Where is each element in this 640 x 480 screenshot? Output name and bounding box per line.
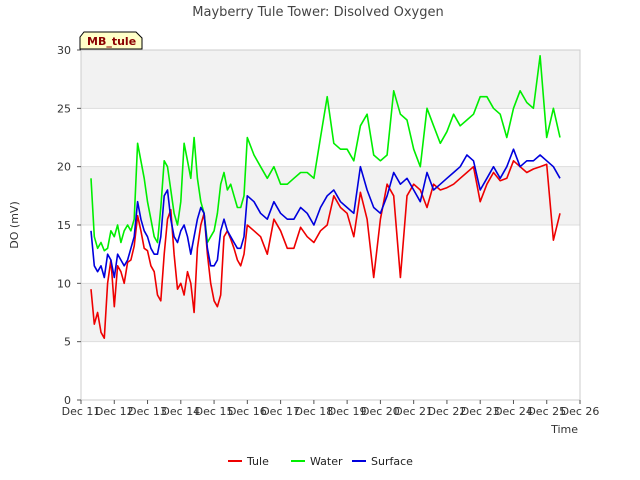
x-tick-label: Dec 12: [95, 405, 134, 418]
plot-band: [81, 341, 580, 400]
plot-band: [81, 50, 580, 109]
plot-band: [81, 166, 580, 225]
x-tick-label: Dec 24: [494, 405, 533, 418]
x-tick-label: Dec 21: [394, 405, 433, 418]
x-tick-label: Dec 19: [328, 405, 367, 418]
site-badge: MB_tule: [79, 31, 143, 50]
legend-label-water: Water: [310, 455, 343, 468]
series-line-surface: [90, 148, 561, 279]
y-tick-label: 20: [57, 161, 71, 174]
x-tick-label: Dec 26: [561, 405, 600, 418]
y-tick-label: 10: [57, 277, 71, 290]
series-lines: [90, 54, 561, 340]
series-line-tule: [90, 160, 561, 340]
y-axis-ticks: 0 5 10 15 20 25 30: [57, 44, 81, 407]
y-tick-label: 0: [64, 394, 71, 407]
y-tick-label: 30: [57, 44, 71, 57]
x-tick-label: Dec 14: [161, 405, 200, 418]
x-tick-label: Dec 20: [361, 405, 400, 418]
site-badge-label: MB_tule: [87, 35, 136, 48]
site-badge-box: [79, 31, 143, 50]
x-tick-label: Dec 16: [228, 405, 267, 418]
legend-label-tule: Tule: [246, 455, 269, 468]
x-tick-label: Dec 15: [195, 405, 234, 418]
chart-title: Mayberry Tule Tower: Disolved Oxygen: [192, 5, 443, 20]
x-tick-label: Dec 23: [461, 405, 500, 418]
x-tick-label: Dec 11: [62, 405, 101, 418]
x-tick-label: Dec 17: [261, 405, 300, 418]
y-tick-label: 5: [64, 336, 71, 349]
y-axis-label: DO (mV): [8, 201, 21, 248]
y-tick-label: 25: [57, 102, 71, 115]
legend-label-surface: Surface: [371, 455, 413, 468]
x-tick-label: Dec 25: [527, 405, 566, 418]
x-tick-label: Dec 13: [128, 405, 167, 418]
y-tick-label: 15: [57, 219, 71, 232]
x-axis-label: Time: [550, 423, 578, 436]
x-tick-label: Dec 18: [294, 405, 333, 418]
series-line-water: [90, 54, 561, 252]
x-tick-label: Dec 22: [428, 405, 467, 418]
plot-band: [81, 283, 580, 342]
legend: Tule Water Surface: [228, 455, 413, 468]
